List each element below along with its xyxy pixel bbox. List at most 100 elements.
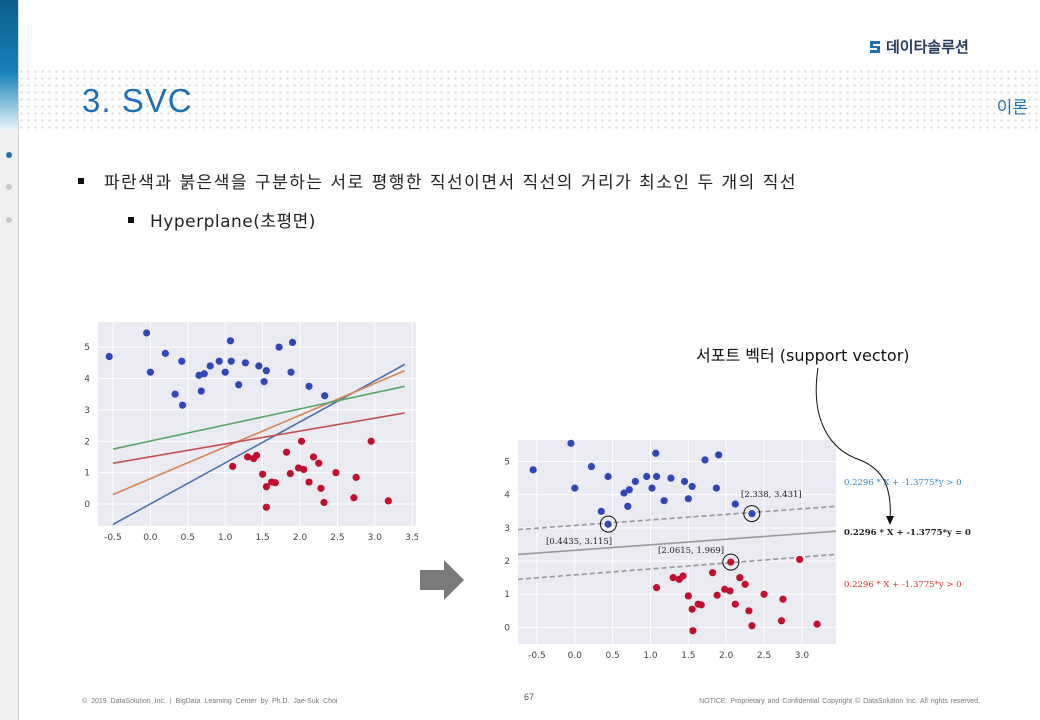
support-vector-label-3: [2.338, 3.431] — [741, 490, 802, 500]
data-point — [320, 498, 328, 507]
data-point — [708, 569, 717, 577]
separator-line — [517, 553, 837, 581]
x-tick-label: 2.0 — [293, 533, 308, 543]
data-point — [178, 357, 186, 365]
data-point — [287, 368, 295, 376]
data-point — [241, 359, 250, 367]
nav-dot-active[interactable] — [6, 152, 12, 158]
data-point — [529, 466, 537, 474]
x-tick-label: 0.5 — [181, 533, 195, 543]
x-tick-label: 2.5 — [330, 533, 344, 543]
data-point — [713, 591, 721, 599]
plot-area — [518, 440, 836, 644]
slide-title: 3. SVC — [82, 82, 193, 119]
y-tick-label: 4 — [504, 491, 510, 501]
equation-lower: 0.2296 * X + -1.3775*y > 0 — [844, 580, 962, 590]
data-point — [731, 500, 739, 508]
data-point — [652, 584, 661, 592]
bullet-level2-text: Hyperplane(초평면) — [150, 212, 316, 232]
y-tick-label: 1 — [504, 590, 510, 600]
y-tick-label: 5 — [504, 458, 510, 468]
data-point — [300, 465, 308, 474]
data-point — [178, 401, 187, 409]
x-tick-label: -0.5 — [528, 651, 546, 661]
data-point — [684, 495, 692, 503]
data-point — [813, 620, 821, 628]
separator-line — [112, 412, 405, 465]
data-point — [667, 474, 675, 482]
data-point — [321, 392, 329, 400]
data-point — [305, 382, 313, 390]
support-vector-ring — [722, 553, 740, 571]
data-point — [244, 453, 252, 461]
data-point — [260, 378, 268, 386]
bullet-level1: 파란색과 붉은색을 구분하는 서로 평행한 직선이면서 직선의 거리가 최소인 … — [78, 168, 797, 193]
header-dot-pattern — [18, 68, 1040, 130]
support-vector-ring — [599, 515, 617, 533]
x-tick-label: 2.5 — [757, 651, 771, 661]
data-point — [652, 472, 661, 481]
data-point — [652, 449, 660, 457]
data-point — [571, 484, 579, 492]
scatter-chart-svc-margins: -0.5 0.0 0.5 1.0 1.5 2.0 2.5 3.0 0 1 2 3 4 5 — [504, 439, 837, 661]
data-point — [262, 483, 270, 491]
data-point — [660, 497, 668, 505]
data-point — [200, 370, 208, 378]
data-point — [748, 510, 756, 518]
data-point — [197, 387, 205, 395]
data-point — [684, 592, 692, 600]
data-point — [350, 494, 358, 502]
separator-line — [112, 385, 405, 450]
footer-notice: NOTICE: Proprietary and Confidential Cop… — [699, 698, 980, 705]
logo-icon — [870, 40, 880, 53]
data-point — [597, 507, 605, 515]
data-point — [679, 572, 687, 580]
data-point — [171, 390, 179, 398]
nav-dot[interactable] — [6, 217, 12, 223]
data-point — [255, 362, 263, 370]
data-point — [105, 352, 113, 361]
data-point — [760, 590, 768, 598]
plot-area — [98, 322, 416, 526]
data-point — [712, 484, 720, 492]
x-tick-label: 2.0 — [719, 651, 734, 661]
separator-line — [517, 530, 837, 556]
data-point — [352, 473, 360, 481]
data-point — [604, 472, 612, 481]
data-point — [741, 580, 749, 588]
x-tick-label: 1.5 — [681, 651, 695, 661]
data-point — [745, 607, 753, 615]
equation-upper: 0.2296 * X + -1.3775*y > 0 — [844, 478, 962, 488]
x-tick-label: 3.0 — [795, 651, 810, 661]
bullet-level1-text: 파란색과 붉은색을 구분하는 서로 평행한 직선이면서 직선의 거리가 최소인 … — [104, 173, 797, 193]
data-point — [604, 520, 612, 528]
separator-line — [517, 505, 837, 531]
data-point — [262, 503, 270, 511]
data-point — [688, 482, 696, 491]
data-point — [271, 479, 279, 487]
support-vector-label-2: [2.0615, 1.969] — [658, 546, 725, 556]
data-point — [288, 338, 297, 346]
data-point — [643, 472, 651, 481]
data-point — [161, 349, 169, 357]
data-point — [587, 462, 596, 471]
x-tick-label: 3.5 — [405, 533, 418, 543]
data-point — [796, 555, 804, 564]
y-tick-label: 2 — [504, 557, 510, 567]
data-point — [275, 343, 283, 351]
right-arrow-icon — [420, 560, 464, 600]
data-point — [748, 622, 756, 630]
separator-line — [112, 369, 406, 496]
data-point — [226, 337, 235, 345]
data-point — [736, 574, 744, 582]
bullet-square-icon — [128, 216, 134, 223]
x-tick-label: 1.5 — [255, 533, 269, 543]
data-point — [620, 489, 628, 497]
x-tick-label: 1.0 — [643, 651, 658, 661]
x-tick-label: 0.5 — [605, 651, 619, 661]
data-point — [282, 448, 291, 456]
nav-dot[interactable] — [6, 184, 12, 190]
y-tick-label: 4 — [84, 374, 90, 384]
data-point — [727, 558, 735, 566]
data-point — [146, 368, 154, 376]
